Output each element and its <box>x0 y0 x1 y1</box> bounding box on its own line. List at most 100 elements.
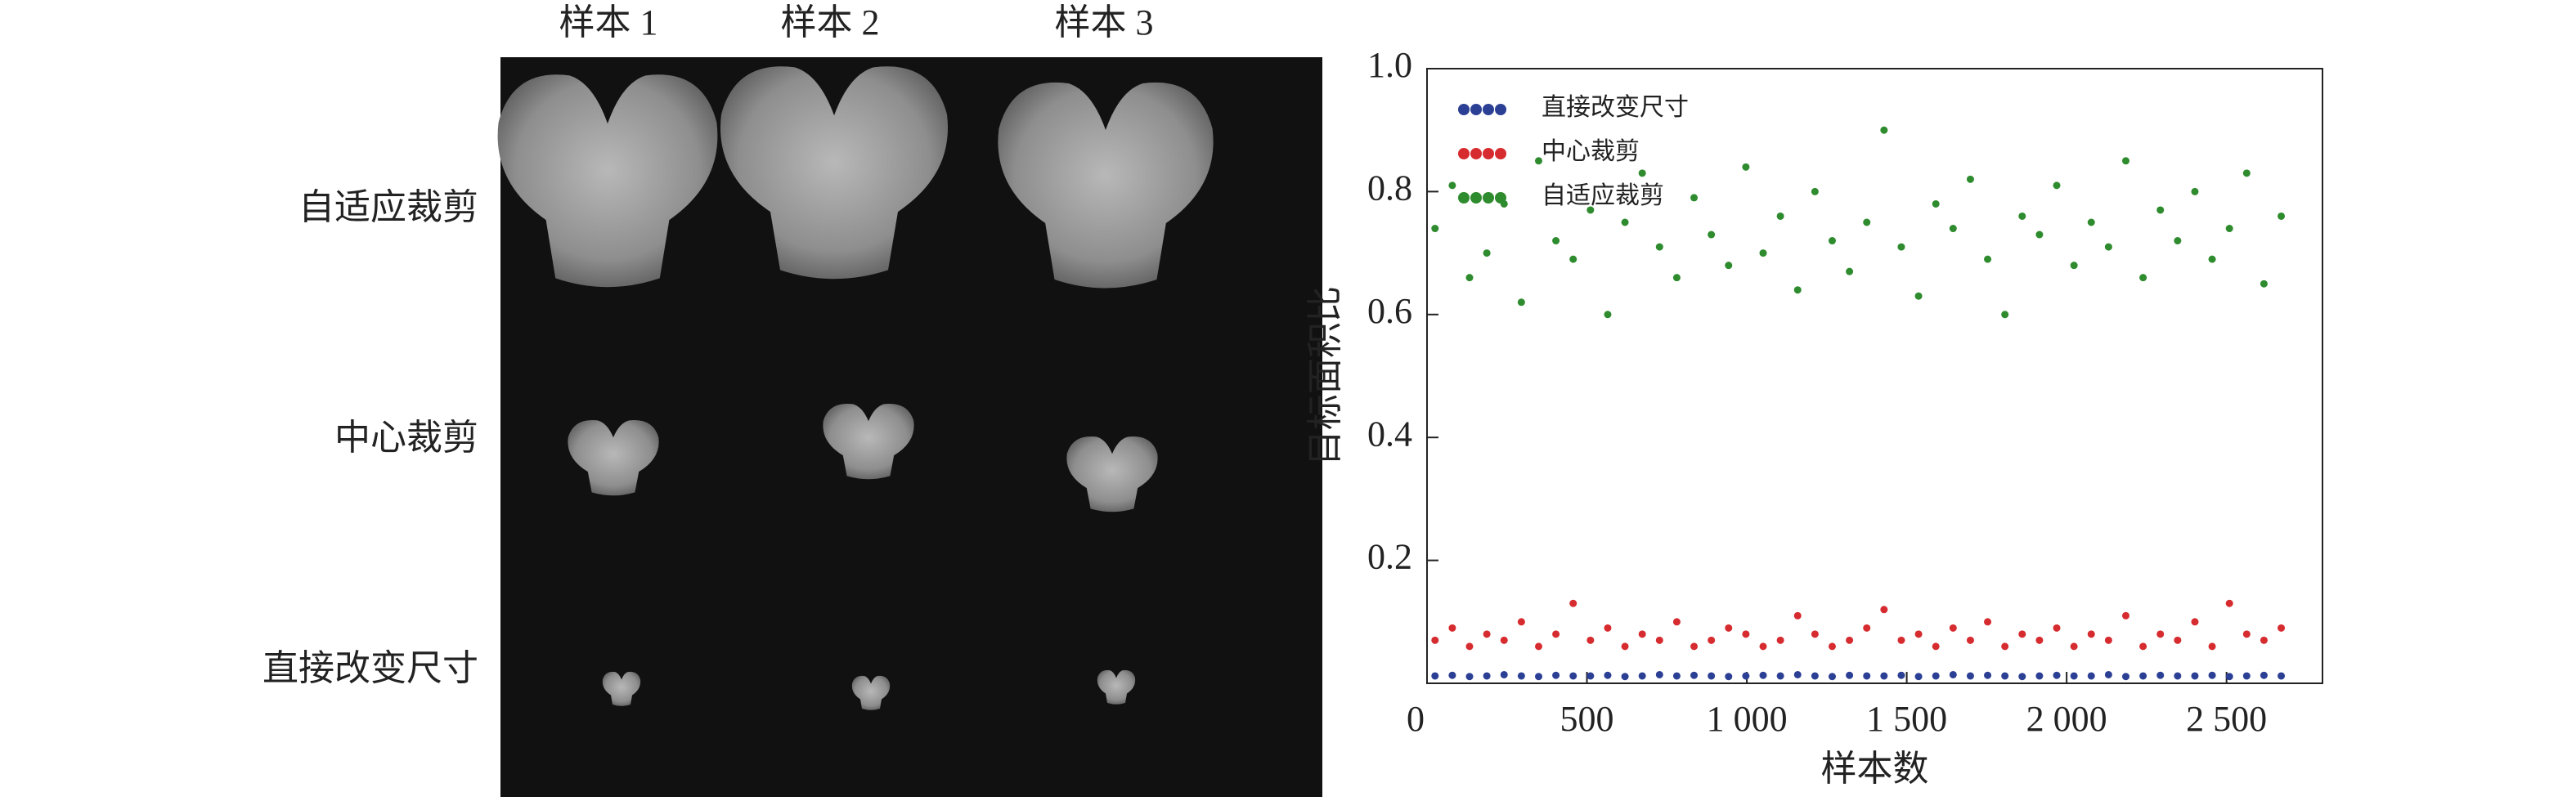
data-point <box>1431 636 1439 644</box>
data-point <box>1483 249 1491 257</box>
data-point <box>1949 225 1957 233</box>
data-point <box>2156 671 2165 679</box>
legend-marker <box>1458 192 1470 204</box>
data-point <box>2053 624 2061 632</box>
data-point <box>1534 673 1542 681</box>
data-point <box>2156 206 2165 214</box>
data-point <box>1604 311 1612 319</box>
data-point <box>2001 311 2009 319</box>
data-point <box>1534 157 1542 165</box>
data-point <box>1690 671 1699 679</box>
data-point <box>1690 642 1699 651</box>
data-point <box>1863 218 1871 226</box>
data-point <box>2225 599 2233 607</box>
data-point <box>1672 274 1681 282</box>
legend-marker <box>1458 148 1470 159</box>
legend-marker <box>1495 104 1506 115</box>
data-point <box>1949 670 1957 678</box>
data-point <box>2260 636 2268 644</box>
data-point <box>2260 280 2268 288</box>
data-point <box>1846 671 1854 679</box>
data-point <box>1984 255 1992 263</box>
data-point <box>1552 237 1560 245</box>
data-point <box>1569 255 1577 263</box>
data-point <box>1914 292 1923 300</box>
data-point <box>1621 673 1629 681</box>
data-point <box>1708 672 1716 680</box>
data-point <box>2121 611 2129 620</box>
data-point <box>1897 671 1905 679</box>
legend-marker <box>1495 148 1506 159</box>
data-point <box>1431 225 1439 233</box>
data-point <box>2104 636 2112 644</box>
x-tick-label: 2 500 <box>2186 699 2267 739</box>
data-point <box>1742 672 1750 680</box>
data-point <box>2242 169 2251 177</box>
data-point <box>2278 212 2286 220</box>
data-point <box>2191 672 2199 680</box>
data-point <box>1863 672 1871 680</box>
data-point <box>1708 636 1716 644</box>
data-point <box>1483 630 1491 638</box>
legend-marker <box>1483 104 1494 115</box>
data-point <box>1811 187 1819 195</box>
data-point <box>2053 181 2061 190</box>
data-point <box>2104 670 2112 678</box>
data-point <box>2070 642 2078 651</box>
data-point <box>1984 618 1992 626</box>
data-point <box>1776 212 1784 220</box>
data-point <box>2035 636 2044 644</box>
data-point <box>1672 618 1681 626</box>
data-point <box>1638 672 1646 680</box>
data-point <box>1483 672 1491 680</box>
data-point <box>1690 194 1699 202</box>
data-point <box>1880 126 1888 134</box>
legend-label: 自适应裁剪 <box>1542 182 1664 209</box>
data-point <box>1517 618 1525 626</box>
data-point <box>2191 618 2199 626</box>
data-point <box>1776 636 1784 644</box>
legend-label: 直接改变尺寸 <box>1542 94 1689 121</box>
y-tick-label: 0.4 <box>1367 414 1412 454</box>
x-tick-label: 1 000 <box>1707 699 1788 739</box>
data-point <box>2278 672 2286 680</box>
data-point <box>1742 163 1750 171</box>
data-point <box>1725 262 1733 270</box>
data-point <box>2001 642 2009 651</box>
legend-marker <box>1470 104 1482 115</box>
data-point <box>1776 672 1784 680</box>
data-point <box>1897 636 1905 644</box>
data-point <box>1932 672 1940 680</box>
data-point <box>1655 636 1663 644</box>
data-point <box>2139 642 2147 651</box>
data-point <box>2018 673 2026 681</box>
data-point <box>2001 672 2009 680</box>
data-point <box>1604 671 1612 679</box>
data-point <box>1897 243 1905 251</box>
data-point <box>1604 624 1612 632</box>
data-point <box>1586 206 1595 214</box>
data-point <box>2087 218 2095 226</box>
data-point <box>1966 175 1974 183</box>
data-point <box>2087 630 2095 638</box>
legend-marker <box>1470 192 1482 204</box>
data-point <box>1811 630 1819 638</box>
x-tick-label: 0 <box>1407 699 1425 739</box>
data-point <box>1448 671 1456 679</box>
data-point <box>1914 673 1923 681</box>
data-point <box>1517 672 1525 680</box>
data-point <box>1846 636 1854 644</box>
data-point <box>1655 670 1663 678</box>
data-point <box>2070 672 2078 680</box>
data-point <box>1966 672 1974 680</box>
data-point <box>2035 672 2044 680</box>
data-point <box>1552 671 1560 679</box>
column-label: 样本 1 <box>559 2 658 43</box>
data-point <box>1932 199 1940 208</box>
data-point <box>2121 673 2129 681</box>
data-point <box>2018 212 2026 220</box>
data-point <box>2018 630 2026 638</box>
data-point <box>1569 599 1577 607</box>
data-point <box>1742 630 1750 638</box>
